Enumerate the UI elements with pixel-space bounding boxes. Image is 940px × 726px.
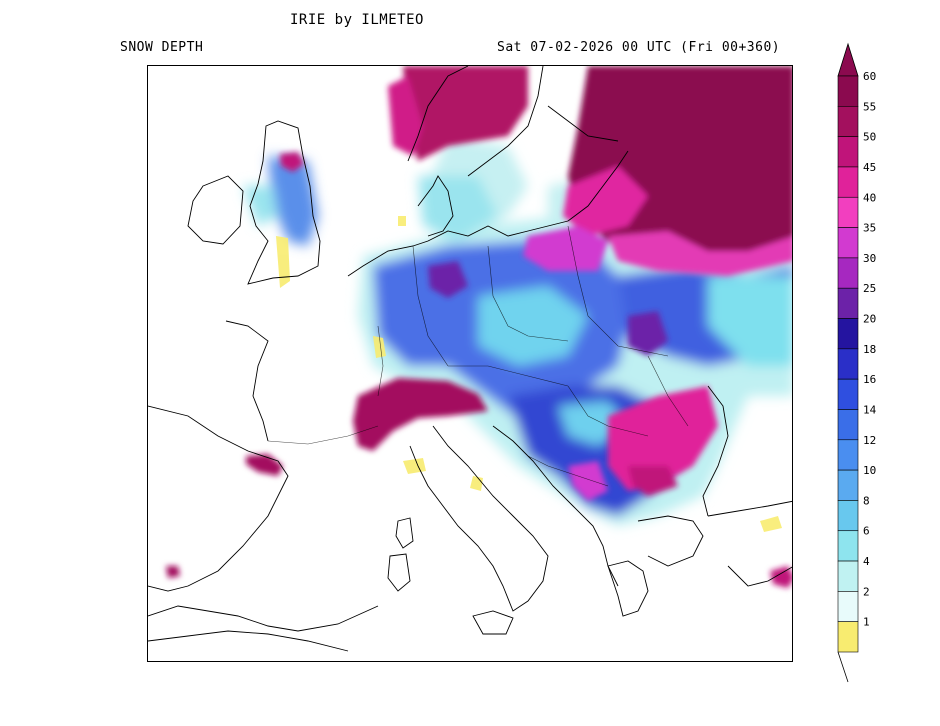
legend-label: 18 [863,343,876,356]
legend-arrow-top [837,42,859,77]
legend-label: 35 [863,222,876,235]
legend-swatch [837,591,859,622]
legend-swatch [837,500,859,532]
legend-label: 8 [863,494,870,507]
snow-field-thin [276,216,782,532]
legend-label: 2 [863,585,870,598]
legend-label: 1 [863,616,870,629]
legend-label: 10 [863,464,876,477]
legend-label: 60 [863,70,876,83]
legend-swatch [837,166,859,198]
legend-swatch [837,75,859,107]
map-title: IRIE by ILMETEO [290,12,424,28]
legend-label: 20 [863,313,876,326]
legend-swatch [837,560,859,592]
legend-label: 25 [863,282,876,295]
valid-time-label: Sat 07-02-2026 00 UTC (Fri 00+360) [497,40,781,55]
snow-depth-map [147,65,793,662]
legend-swatch [837,469,859,501]
legend-label: 45 [863,161,876,174]
legend-arrow-bottom [837,651,849,683]
legend-swatch [837,287,859,319]
legend-swatch [837,318,859,350]
legend-label: 4 [863,555,870,568]
color-legend: 60 55 50 45 40 35 30 25 20 18 16 14 12 10 8 6 4 2 1 [837,42,877,683]
legend-label: 40 [863,191,876,204]
borders [267,225,689,487]
legend-label: 16 [863,373,876,386]
legend-swatch [837,257,859,289]
legend-swatch [837,348,859,380]
legend-swatch [837,409,859,441]
legend-swatch [837,136,859,168]
legend-swatch [837,439,859,471]
legend-swatch [837,378,859,410]
legend-swatch [837,196,859,228]
legend-swatch [837,621,859,653]
legend-label: 55 [863,100,876,113]
map-canvas [148,66,792,652]
legend-swatch [837,106,859,137]
coastlines [148,66,792,652]
legend-label: 50 [863,131,876,144]
product-label: SNOW DEPTH [120,40,204,55]
legend-swatch [837,530,859,562]
snow-field-heavy [166,66,792,588]
legend-swatch [837,227,859,259]
legend-label: 14 [863,403,877,416]
legend-label: 30 [863,252,876,265]
legend-label: 6 [863,525,870,538]
legend-label: 12 [863,434,876,447]
